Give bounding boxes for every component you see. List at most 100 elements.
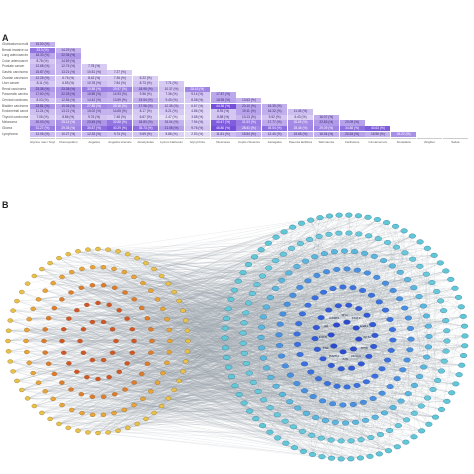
compound-node [47,416,53,422]
network-edge [266,306,277,387]
network-edge [179,300,407,420]
network-edge [166,260,276,363]
network-edge [109,304,240,395]
network-edge [266,297,459,308]
network-edge [346,270,446,323]
network-edge [108,241,421,250]
network-edge [245,310,386,313]
network-edge [187,251,335,352]
target-node [316,215,324,221]
target-node [309,394,317,400]
network-edge [81,287,280,346]
network-edge [41,410,250,414]
network-edge [76,310,406,443]
network-edge [355,392,452,423]
network-edge [10,320,375,377]
network-edge [45,365,332,392]
network-edge [319,236,438,381]
network-edge [81,249,262,269]
compound-node [42,327,48,332]
heatmap-cell: 22.36 (%) [55,53,81,59]
target-node [442,268,450,274]
network-edge [26,310,386,353]
network-edge [174,291,249,304]
compound-node [42,288,48,293]
network-edge [141,307,263,426]
network-edge [441,316,464,410]
network-edge [179,300,326,421]
heatmap-cell: 29.09 (%) [313,126,339,132]
network-edge [132,305,349,330]
network-edge [103,332,244,415]
network-edge [38,299,307,414]
network-edge [261,265,393,328]
network-edge [117,251,392,351]
network-edge [103,285,288,305]
heatmap-col-label: Salvia [442,138,468,144]
target-node [423,354,431,360]
network-edge [7,233,359,342]
network-edge [118,251,420,267]
target-node [307,369,315,375]
heatmap-cell: 12.05 (%) [30,131,55,137]
network-edge [421,306,462,407]
network-edge [16,378,398,382]
network-edge [92,359,356,423]
network-edge [16,283,386,382]
network-edge [61,340,420,377]
network-edge [379,287,414,303]
network-edge [168,283,411,340]
network-edge [76,371,352,441]
network-edge [185,290,363,362]
network-edge [58,291,437,425]
heatmap-cell: 12.68 (%) [30,64,55,70]
heatmap-cell: 9.76 (%) [184,126,210,132]
network-edge [332,288,337,326]
heatmap-cell: 12.56 (%) [55,98,81,104]
network-edge [162,359,388,374]
target-node [320,251,328,257]
network-edge [114,308,359,395]
network-edge [114,386,348,414]
target-node [334,303,342,309]
network-edge [358,215,428,249]
network-edge [270,215,330,298]
target-node [424,395,432,401]
network-edge [124,280,282,410]
network-edge [313,393,409,397]
network-edge [92,288,334,361]
heatmap-cell: 9.69 (%) [133,131,159,137]
network-edge [8,351,408,361]
network-edge [379,330,447,454]
network-edge [355,277,377,423]
network-edge [327,365,332,384]
heatmap-row-label: Thyroid carcinoma [2,114,28,119]
network-edge [71,401,290,411]
network-edge [169,329,447,402]
network-edge [113,268,348,388]
network-edge [300,243,428,399]
target-node [352,419,360,425]
network-edge [103,357,264,415]
network-edge [346,277,377,323]
target-node [325,231,333,237]
network-edge [61,382,307,414]
network-edge [150,352,438,381]
network-edge [162,372,346,424]
network-edge [7,322,244,342]
network-edge [289,351,447,402]
target-node [313,346,321,352]
target-node [393,376,401,382]
target-node [403,417,411,423]
network-edge [97,302,280,346]
target-node [399,367,407,373]
heatmap-cell: 2.53 (%) [184,131,210,137]
network-edge [127,319,391,428]
target-node [416,263,424,269]
compound-node [35,297,42,302]
target-node [436,260,444,266]
network-edge [187,322,244,331]
network-edge [109,249,262,305]
network-edge [225,337,359,340]
network-edge [298,235,413,324]
